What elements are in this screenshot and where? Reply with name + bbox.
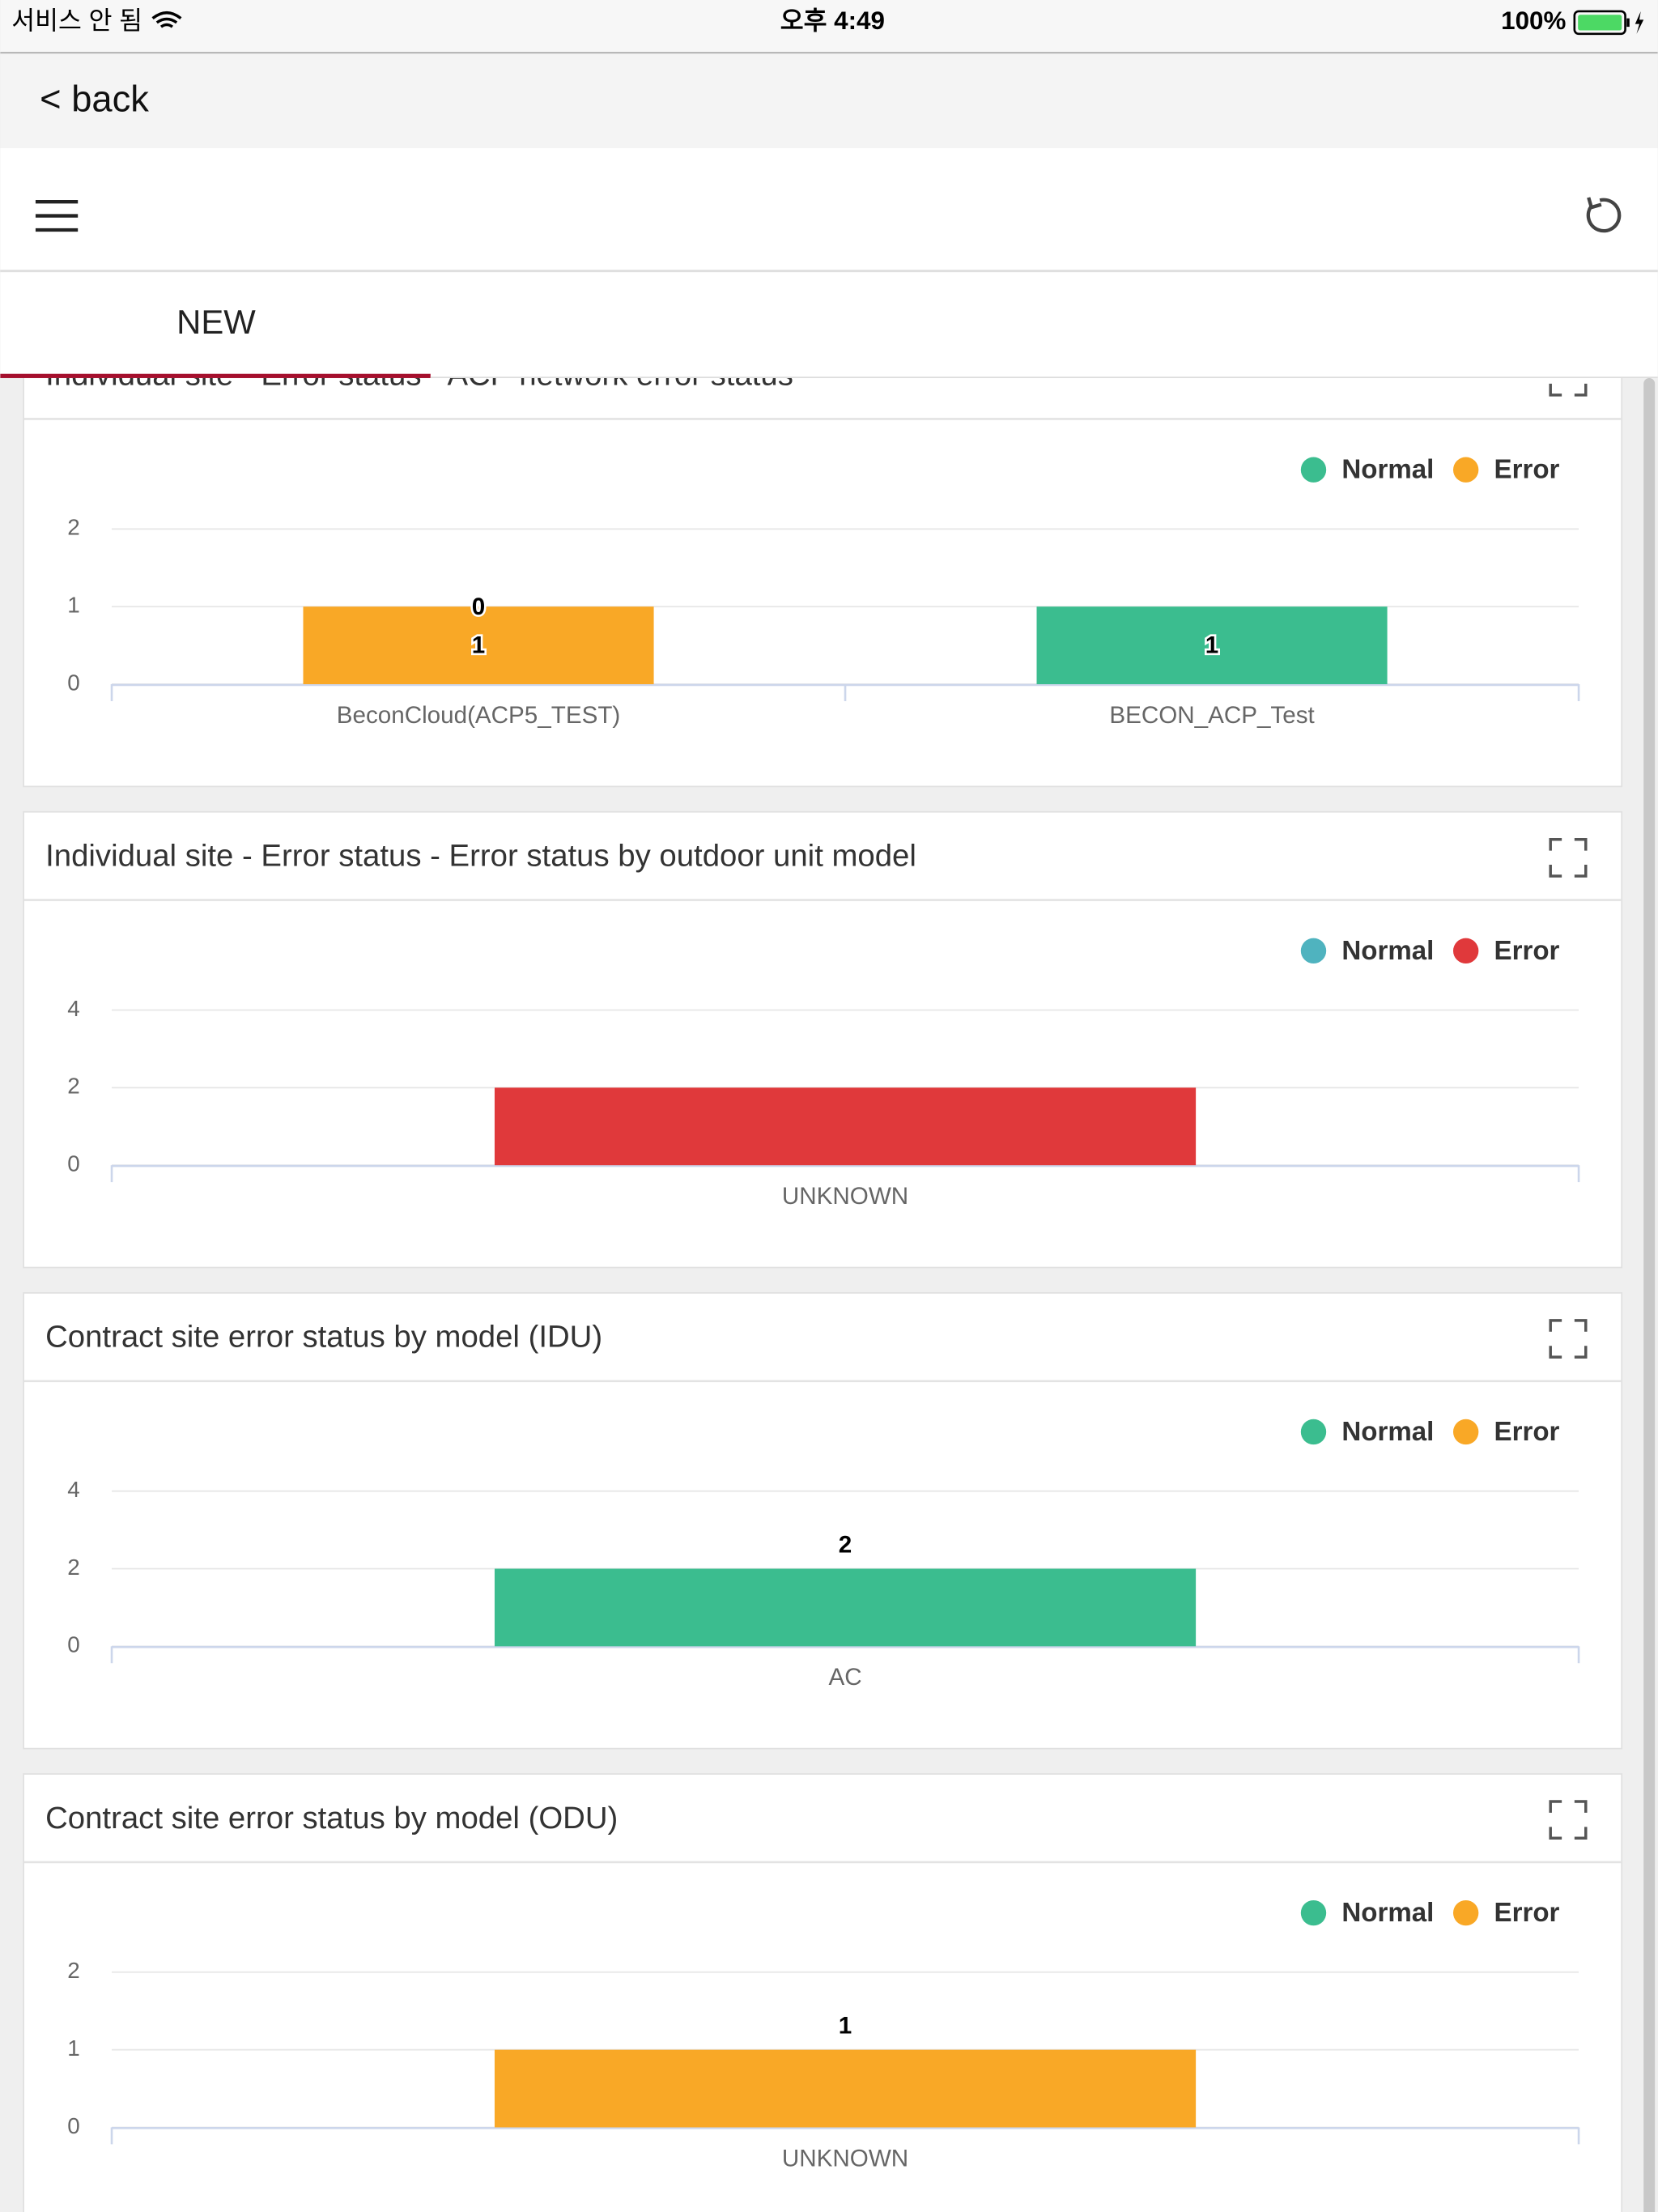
app-header: [0, 147, 1658, 271]
y-tick-label: 2: [67, 1555, 80, 1580]
legend-label[interactable]: Error: [1494, 1417, 1560, 1447]
bar: [494, 1568, 1197, 1647]
chart-list: Individual site - Error status - ACP net…: [23, 330, 1623, 2212]
chart-card: Individual site - Error status - ACP net…: [23, 330, 1623, 788]
chart-title: Contract site error status by model (IDU…: [45, 1320, 602, 1355]
y-tick-label: 2: [67, 515, 80, 540]
x-tick-label: UNKNOWN: [782, 1183, 908, 1210]
card: [23, 1291, 1623, 1750]
scrollbar: [1643, 377, 1656, 2212]
y-tick-label: 2: [67, 1958, 80, 1983]
x-tick-label: UNKNOWN: [782, 2145, 908, 2172]
y-tick-label: 0: [67, 670, 80, 695]
chart-card: Individual site - Error status - Error s…: [23, 810, 1623, 1269]
legend-label[interactable]: Error: [1494, 455, 1560, 485]
data-label: 2: [839, 1531, 852, 1558]
clock: 오후 4:49: [780, 6, 885, 35]
card: [23, 810, 1623, 1269]
chart-card: Contract site error status by model (ODU…: [23, 1773, 1623, 2212]
tab-indicator: [0, 373, 431, 378]
y-tick-label: 2: [67, 1074, 80, 1099]
y-tick-label: 1: [67, 593, 80, 618]
chart-card: Contract site error status by model (IDU…: [23, 1291, 1623, 1750]
carrier: 서비스 안 됨: [11, 6, 142, 35]
expand-button[interactable]: [1549, 1319, 1588, 1359]
nav-bar: [0, 53, 1658, 148]
legend-marker: [1300, 457, 1327, 483]
legend-label[interactable]: Normal: [1341, 1898, 1434, 1928]
expand-button[interactable]: [1549, 1800, 1588, 1840]
bar: [303, 606, 654, 685]
battery-icon: [1573, 10, 1644, 36]
legend-label[interactable]: Normal: [1341, 936, 1434, 966]
x-tick-label: BECON_ACP_Test: [1109, 702, 1315, 729]
data-label: 1: [1205, 632, 1218, 659]
legend-marker: [1452, 1899, 1479, 1926]
menu-button[interactable]: [35, 199, 79, 232]
data-label: 1: [472, 632, 485, 659]
y-tick-label: 1: [67, 2035, 80, 2061]
legend-marker: [1452, 457, 1479, 483]
legend-label[interactable]: Normal: [1341, 1417, 1434, 1447]
legend-label[interactable]: Error: [1494, 936, 1560, 966]
x-tick-label: AC: [828, 1664, 861, 1691]
card: [23, 1773, 1623, 2212]
data-label: 1: [839, 2013, 852, 2040]
data-label: 0: [472, 593, 485, 620]
bar: [494, 1087, 1197, 1166]
battery-text: 100%: [1501, 6, 1566, 35]
y-tick-label: 4: [67, 1477, 80, 1502]
legend-marker: [1300, 938, 1327, 964]
y-tick-label: 4: [67, 996, 80, 1021]
legend-marker: [1300, 1419, 1327, 1445]
status-bar: [0, 0, 1658, 53]
bar: [1036, 606, 1388, 685]
tab[interactable]: NEW: [176, 303, 256, 341]
legend-marker: [1452, 938, 1479, 964]
x-tick-label: BeconCloud(ACP5_TEST): [337, 702, 621, 729]
chart-title: Individual site - Error status - Error s…: [45, 838, 916, 873]
legend-marker: [1300, 1899, 1327, 1926]
bar: [494, 2049, 1197, 2128]
card: [23, 330, 1623, 788]
y-tick-label: 0: [67, 1632, 80, 1657]
chart-title: Contract site error status by model (ODU…: [45, 1801, 618, 1836]
legend-label[interactable]: Normal: [1341, 455, 1434, 485]
legend-marker: [1452, 1419, 1479, 1445]
y-tick-label: 0: [67, 1151, 80, 1176]
y-tick-label: 0: [67, 2113, 80, 2138]
refresh-button[interactable]: [1586, 197, 1622, 233]
back-button[interactable]: < back: [40, 78, 149, 119]
expand-button[interactable]: [1549, 837, 1588, 878]
tab-bar: [0, 272, 1658, 378]
wifi-icon: [151, 11, 182, 28]
legend-label[interactable]: Error: [1494, 1898, 1560, 1928]
